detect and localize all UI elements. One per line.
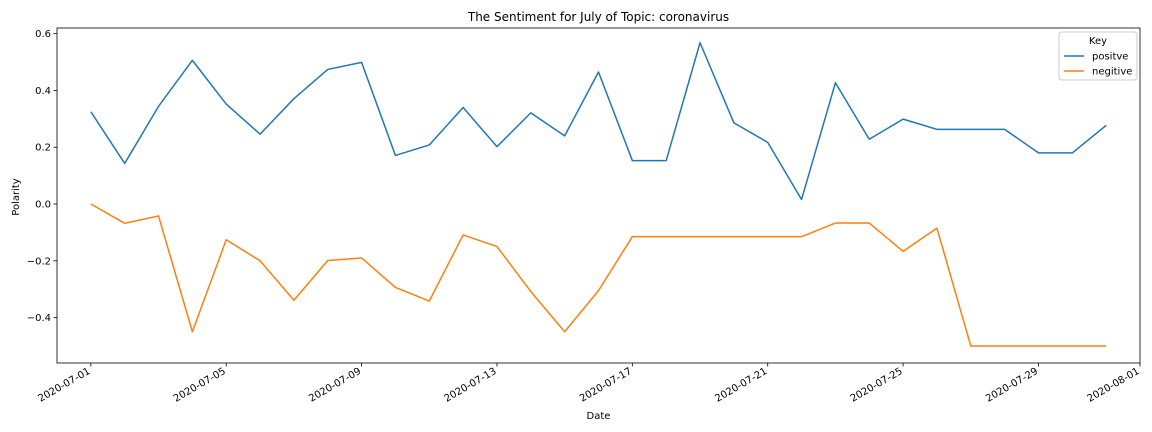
- legend-label-positve: positve: [1092, 52, 1128, 63]
- legend-label-negitive: negitive: [1092, 67, 1132, 78]
- series-line-positve: [90, 42, 1107, 201]
- y-tick-label: −0.4: [27, 313, 51, 324]
- y-tick-label: −0.2: [27, 256, 51, 267]
- plot-lines: [90, 42, 1107, 347]
- legend: Key positve negitive: [1058, 31, 1138, 81]
- legend-title: Key: [1089, 36, 1107, 47]
- chart-title: The Sentiment for July of Topic: coronav…: [467, 10, 729, 24]
- y-tick-label: 0.4: [35, 86, 51, 97]
- x-axis-title: Date: [587, 411, 611, 422]
- legend-frame: [1058, 31, 1138, 81]
- y-tick-label: 0.0: [35, 200, 51, 211]
- y-tick-label: 0.2: [35, 143, 51, 154]
- y-tick-label: 0.6: [35, 29, 51, 40]
- plot-frame: [56, 27, 1141, 364]
- y-axis-title: Polarity: [11, 178, 22, 216]
- series-line-negitive: [90, 203, 1107, 347]
